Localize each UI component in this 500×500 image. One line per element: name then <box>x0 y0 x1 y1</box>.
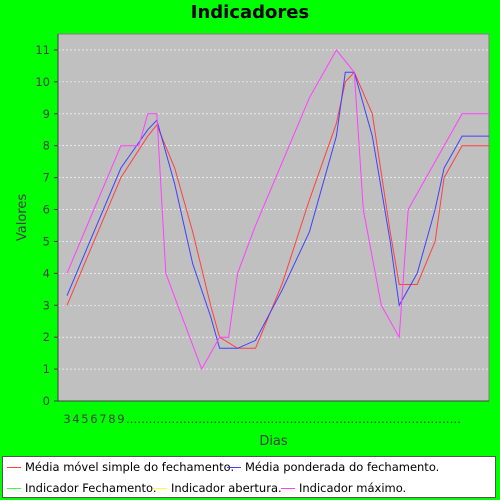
y-tick-label: 4 <box>43 266 50 280</box>
x-tick-label: 3 <box>63 412 70 426</box>
x-tick-label: 4 <box>72 412 79 426</box>
y-tick-label: 5 <box>43 234 50 248</box>
y-tick-label: 10 <box>35 75 50 89</box>
legend-label: Média móvel simple do fechamento. <box>25 460 235 474</box>
legend-swatch <box>281 488 295 489</box>
legend-label: Indicador máximo. <box>299 481 407 495</box>
plot-area <box>57 33 490 402</box>
x-axis-title: Dias <box>259 434 288 449</box>
series-line <box>66 71 489 349</box>
x-tick-label-overflow: ........................................… <box>126 412 461 426</box>
x-tick-label: 6 <box>90 412 97 426</box>
chart-title: Indicadores <box>190 2 310 23</box>
y-tick-label: 11 <box>35 43 50 57</box>
x-tick-label: 5 <box>81 412 88 426</box>
legend-label: Média ponderada do fechamento. <box>245 460 440 474</box>
chart-legend: Média móvel simple do fechamento. Média p… <box>2 456 496 498</box>
y-tick-label: 3 <box>43 298 50 312</box>
legend-swatch <box>7 488 21 489</box>
y-axis-title: Valores <box>15 194 30 241</box>
x-tick-label: 9 <box>117 412 124 426</box>
legend-item: Média móvel simple do fechamento. <box>7 460 234 474</box>
y-tick-label: 8 <box>43 139 50 153</box>
legend-swatch <box>227 467 241 468</box>
y-tick-label: 2 <box>43 330 50 344</box>
legend-swatch <box>153 488 167 489</box>
legend-item: Indicador abertura. <box>153 481 282 495</box>
x-tick-label: 7 <box>99 412 106 426</box>
x-tick-label: 8 <box>108 412 115 426</box>
y-tick-label: 6 <box>43 203 50 217</box>
y-tick-label: 1 <box>43 362 50 376</box>
legend-item: Indicador máximo. <box>281 481 406 495</box>
series-line <box>66 49 489 371</box>
y-tick-label: 0 <box>43 394 50 408</box>
legend-label: Indicador Fechamento. <box>25 481 157 495</box>
y-tick-label: 7 <box>43 171 50 185</box>
legend-item: Média ponderada do fechamento. <box>227 460 439 474</box>
legend-label: Indicador abertura. <box>171 481 282 495</box>
y-tick-label: 9 <box>43 107 50 121</box>
legend-swatch <box>7 467 21 468</box>
legend-item: Indicador Fechamento. <box>7 481 157 495</box>
